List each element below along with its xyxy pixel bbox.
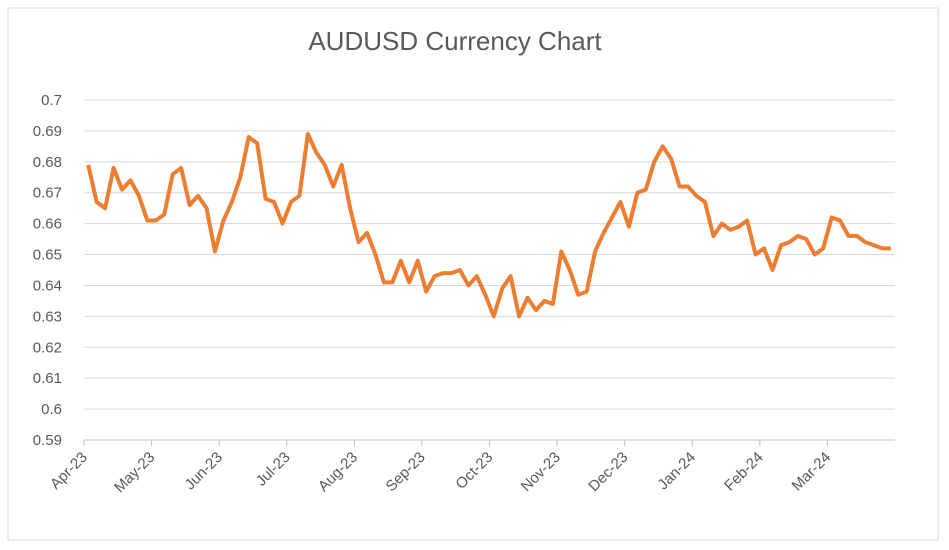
y-tick-label: 0.68 — [33, 154, 62, 171]
y-tick-label: 0.64 — [33, 277, 62, 294]
chart-title: AUDUSD Currency Chart — [308, 26, 602, 56]
y-tick-label: 0.63 — [33, 308, 62, 325]
y-tick-label: 0.67 — [33, 185, 62, 202]
y-tick-label: 0.7 — [41, 92, 62, 109]
y-tick-label: 0.66 — [33, 216, 62, 233]
y-tick-label: 0.6 — [41, 401, 62, 418]
line-series — [86, 132, 891, 319]
y-tick-label: 0.69 — [33, 123, 62, 140]
y-tick-label: 0.62 — [33, 339, 62, 356]
y-tick-label: 0.61 — [33, 370, 62, 387]
chart-frame — [7, 7, 939, 541]
y-tick-label: 0.65 — [33, 247, 62, 264]
y-tick-label: 0.59 — [33, 432, 62, 449]
